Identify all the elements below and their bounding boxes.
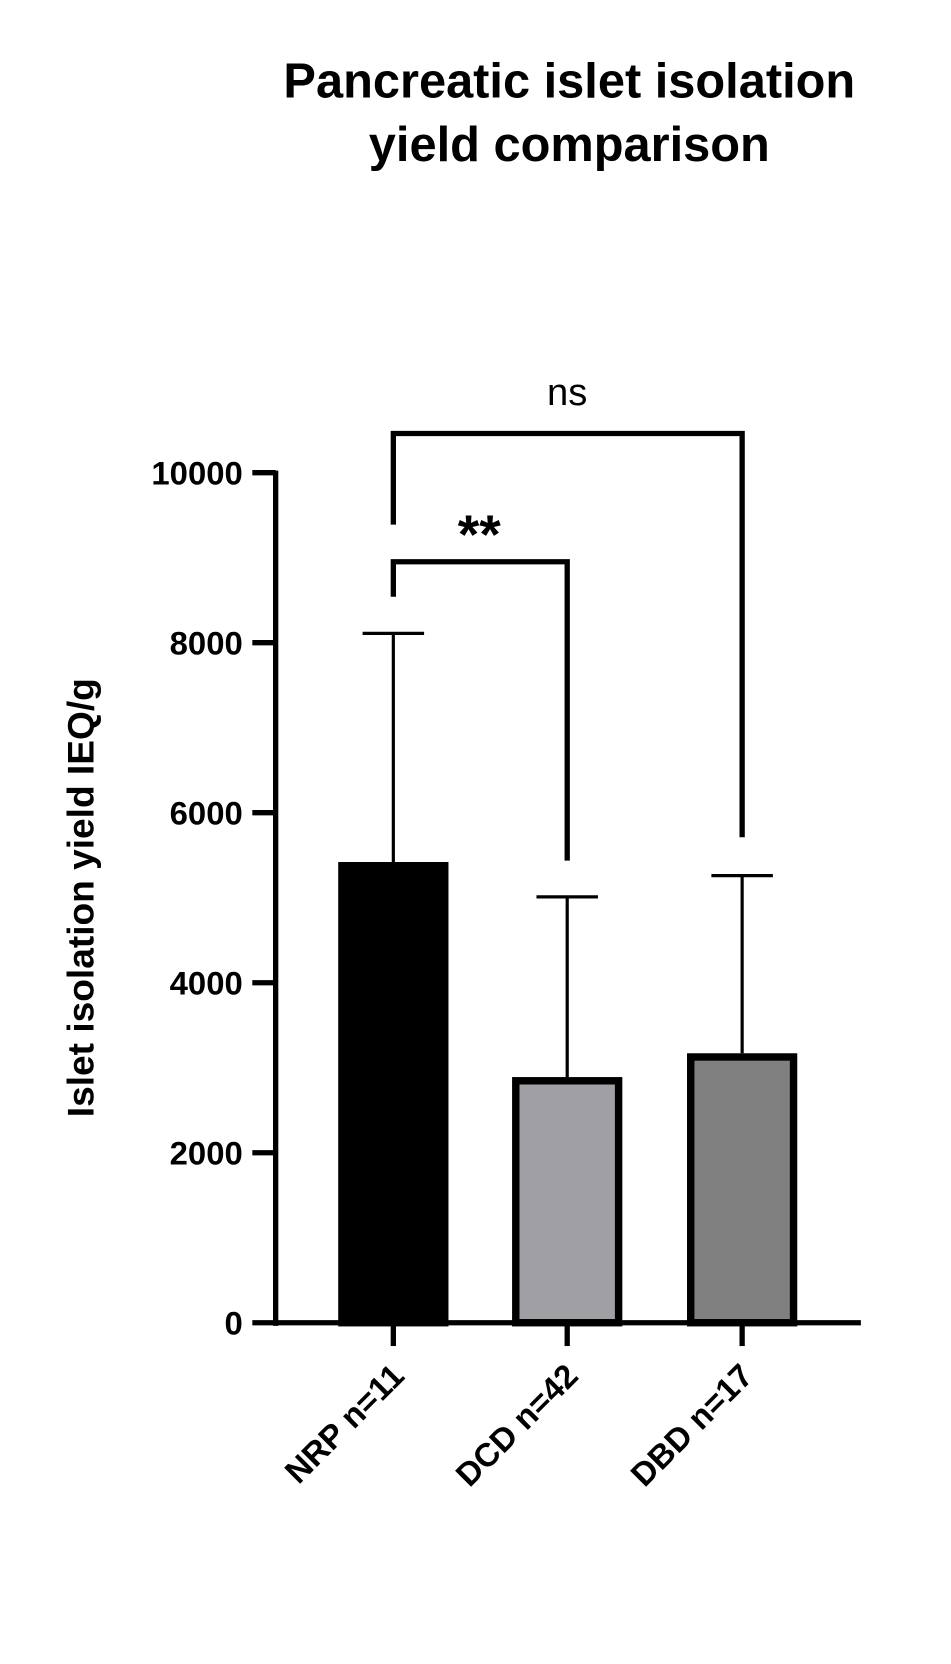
y-tick-label: 2000 xyxy=(170,1134,243,1171)
significance-bracket-1 xyxy=(390,559,570,861)
y-axis-label: Islet isolation yield IEQ/g xyxy=(59,678,101,1117)
y-tick-label: 4000 xyxy=(170,964,243,1001)
significance-label-1: ** xyxy=(458,503,501,565)
y-tick-label: 10000 xyxy=(151,454,242,491)
y-tick-label: 0 xyxy=(225,1304,243,1341)
significance-label-0: ns xyxy=(547,371,587,414)
bar-1 xyxy=(512,1077,623,1327)
x-tick-label: DBD n=17 xyxy=(623,1357,760,1494)
x-tick-label: DCD n=42 xyxy=(448,1357,585,1494)
chart-title-line1: Pancreatic islet isolation xyxy=(283,55,855,109)
significance-bracket-0 xyxy=(390,430,745,838)
x-tick-label: NRP n=11 xyxy=(277,1357,411,1491)
chart-title-line2: yield comparison xyxy=(369,118,770,172)
y-tick-label: 6000 xyxy=(170,794,243,831)
y-tick-label: 8000 xyxy=(170,624,243,661)
bar-2 xyxy=(687,1053,798,1327)
bar-0 xyxy=(338,862,449,1327)
